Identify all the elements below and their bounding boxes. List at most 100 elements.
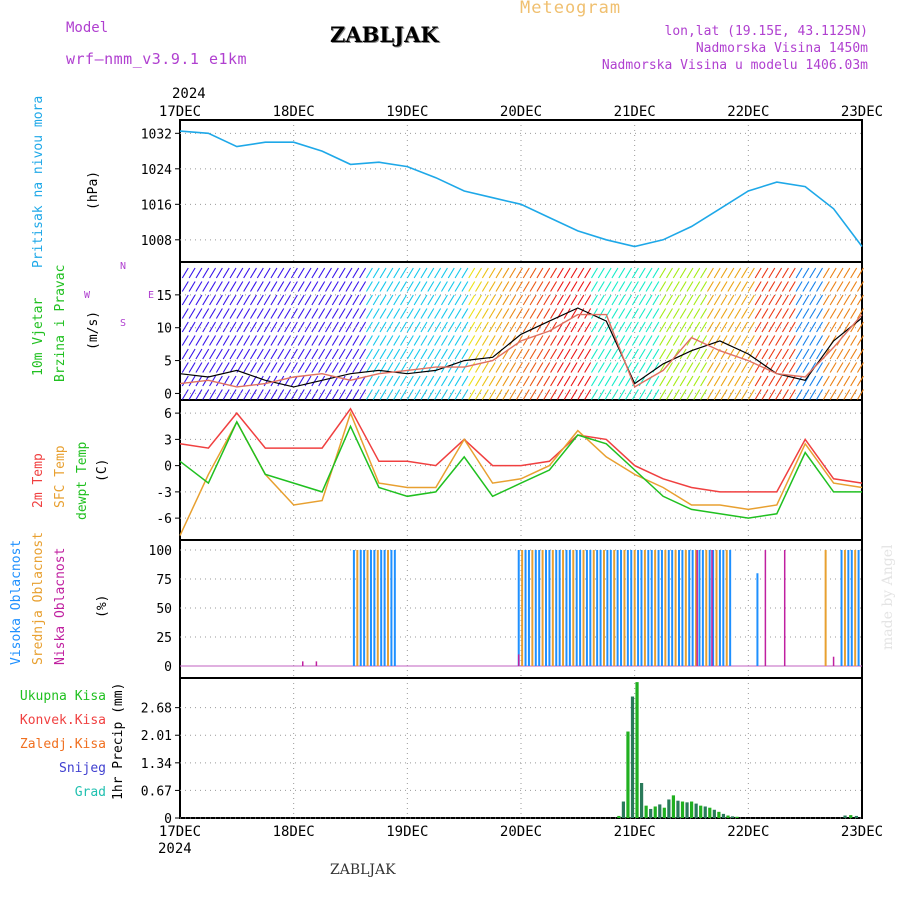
wind-barb (536, 348, 544, 360)
wind-barb (379, 281, 387, 292)
wind-barb (788, 267, 796, 279)
wind-barb (515, 389, 523, 400)
wind-barb (209, 308, 217, 319)
x-tick-label-top: 23DEC (841, 104, 883, 120)
precip-bar (699, 805, 703, 818)
wind-barb (563, 375, 571, 387)
wind-barb (604, 308, 612, 319)
precip-bar (703, 806, 707, 818)
wind-barb (522, 321, 530, 333)
wind-barb (584, 348, 592, 360)
wind-barb (440, 281, 448, 292)
wind-barb (400, 321, 407, 333)
wind-barb (734, 267, 742, 279)
wind-barb (270, 294, 278, 306)
wind-barb (222, 335, 230, 346)
wind-barb (243, 308, 251, 319)
wind-barb (693, 267, 701, 279)
wind-barb (297, 321, 305, 333)
wind-barb (413, 308, 421, 319)
wind-barb (700, 335, 708, 346)
wind-barb (488, 335, 496, 346)
precip-bar (667, 799, 671, 818)
wind-barb (256, 321, 264, 333)
wind-barb (672, 308, 680, 319)
wind-barb (591, 294, 598, 306)
wind-barb (604, 267, 612, 279)
wind-barb (570, 267, 578, 279)
wind-barb (413, 267, 421, 279)
wind-barb (325, 308, 332, 319)
wind-barb (856, 335, 864, 346)
wind-barb (297, 375, 305, 387)
wind-barb (365, 281, 373, 292)
wind-barb (515, 375, 523, 387)
wind-barb (284, 321, 292, 333)
wind-barb (386, 281, 394, 292)
wind-barb (768, 375, 776, 387)
wind-barb (188, 362, 196, 373)
wind-barb (304, 281, 312, 292)
wind-barb (447, 281, 455, 292)
wind-barb (543, 348, 551, 360)
wind-barb (536, 267, 544, 279)
wind-barb (775, 321, 783, 333)
wind-barb (440, 294, 448, 306)
wind-barb (406, 294, 414, 306)
wind-barb (672, 335, 680, 346)
wind-barb (318, 362, 326, 373)
wind-barb (222, 389, 230, 400)
wind-barb (631, 281, 639, 292)
wind-barb (215, 348, 223, 360)
station-title: ZABLJAK (330, 22, 439, 47)
wind-barb (447, 348, 455, 360)
wind-barb (270, 389, 278, 400)
wind-barb (256, 267, 264, 279)
wind-barb (856, 321, 864, 333)
wind-barb (250, 281, 257, 292)
wind-barb (475, 321, 483, 333)
pressure-unit-label: (hPa) (86, 171, 101, 210)
wind-barb (768, 267, 776, 279)
wind-barb (666, 294, 673, 306)
wind-barb (440, 321, 448, 333)
wind-barb (188, 267, 196, 279)
wind-barb (406, 335, 414, 346)
precip-bar (639, 783, 644, 818)
wind-barb (829, 294, 837, 306)
wind-barb (359, 321, 367, 333)
wind-barb (584, 281, 592, 292)
wind-barb (850, 375, 858, 387)
wind-barb (304, 321, 312, 333)
wind-barb (440, 335, 448, 346)
wind-barb (256, 389, 264, 400)
wind-barb (284, 389, 292, 400)
wind-barb (420, 389, 428, 400)
wind-barb (734, 308, 742, 319)
wind-barb (236, 389, 244, 400)
wind-barb (686, 362, 694, 373)
wind-barb (734, 281, 742, 292)
wind-barb (727, 308, 735, 319)
wind-barb (522, 335, 530, 346)
wind-barb (850, 308, 858, 319)
wind-barb (747, 267, 755, 279)
wind-barb (352, 389, 360, 400)
wind-barb (263, 281, 271, 292)
wind-barb (359, 335, 367, 346)
wind-barb (604, 375, 612, 387)
wind-barb (345, 281, 353, 292)
wind-barb (502, 375, 510, 387)
wind-barb (686, 294, 694, 306)
wind-barb (761, 321, 769, 333)
wind-barb (434, 321, 442, 333)
wind-barb (318, 267, 326, 279)
wind-barb (604, 389, 612, 400)
wind-barb (754, 308, 762, 319)
wind-barb (686, 321, 694, 333)
wind-barb (181, 308, 189, 319)
wind-barb (406, 267, 414, 279)
wind-barb (304, 267, 312, 279)
wind-barb (611, 375, 619, 387)
wind-barb (795, 389, 803, 400)
